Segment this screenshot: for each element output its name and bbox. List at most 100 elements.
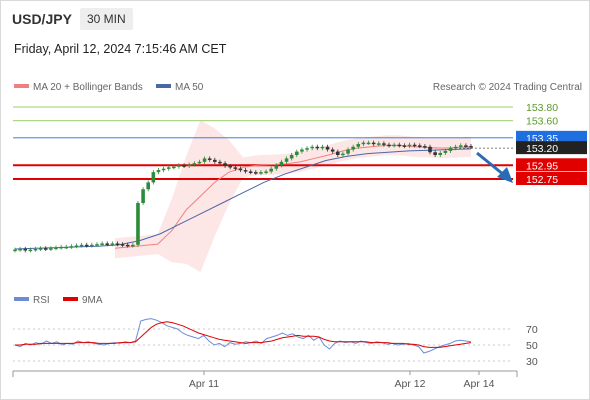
candle [392,142,396,148]
ma50-line [14,148,472,250]
candle-body [182,165,186,167]
candle-body [351,146,355,150]
candle-body [279,161,284,166]
timeframe-button[interactable]: 30 MIN [80,8,133,30]
candle-body [43,248,48,250]
candle [207,156,212,162]
candle-body [84,244,89,247]
candle-body [438,152,443,155]
candle-body [79,244,84,247]
forecast-arrow-icon [476,151,513,183]
candle-body [407,144,412,147]
candle-body [346,149,350,154]
candle [259,170,263,175]
candle [120,242,125,247]
bollinger-band [115,120,471,273]
legend-ma50: MA 50 [156,82,204,93]
candle [90,242,94,248]
candle [243,168,248,174]
candle [49,246,53,251]
candle [197,159,202,166]
candle [438,150,443,158]
candle [366,140,371,145]
candle [351,144,355,152]
candle [74,243,79,249]
candle [141,187,145,206]
rsi-legend-label: RSI [33,295,50,306]
candle [23,246,28,253]
candle-body [136,203,140,245]
candle-body [125,244,130,247]
level-badge [516,172,587,185]
candle-body [387,144,391,147]
candle [254,170,258,175]
candle-body [207,158,212,160]
candle-body [428,146,432,153]
arrow-shaft [476,151,505,177]
candle [320,144,325,151]
level-badge [516,141,587,155]
level-value: 152.95 [526,160,558,172]
candle [417,143,422,149]
candle [274,163,279,171]
candle [105,241,110,247]
level-value: 153.60 [526,116,558,128]
candle-body [18,248,22,251]
candle [464,143,468,149]
candle-body [146,182,151,190]
candle [361,140,366,147]
bollinger-fill [115,120,471,273]
candle-body [464,145,468,147]
candle-body [177,165,181,167]
candle [294,149,299,158]
level-badge [516,158,587,172]
candle-body [197,161,202,164]
candle-body [264,171,268,173]
ma20-legend-label: MA 20 + Bollinger Bands [33,82,143,93]
level-label-5: 152.75 [516,172,587,186]
candle-body [423,146,427,148]
candle [412,142,417,148]
candle-body [54,247,58,250]
candle [228,163,232,170]
candle-body [392,144,396,147]
candle [371,140,376,147]
candle-body [218,161,222,164]
candle [284,156,289,164]
level-label-3: 153.20 [516,141,587,155]
candle-body [90,244,94,247]
candle [407,142,412,149]
candle-body [38,248,43,250]
candle [38,246,43,251]
rsi-ma-legend-label: 9MA [82,295,103,306]
candle-body [223,163,227,166]
level-value: 152.75 [526,174,558,186]
candle-body [100,243,104,245]
rsi-ma-swatch [63,297,78,301]
candle-body [213,159,217,162]
symbol-label: USD/JPY [12,11,72,27]
candle-body [141,189,145,203]
candle-body [335,151,340,155]
level-value: 153.80 [526,102,558,114]
candle [43,246,48,251]
rsi-level-label: 50 [526,340,538,352]
candle [125,242,130,248]
candle-body [341,153,345,156]
rsi-ma-line [15,321,472,348]
candle-body [269,168,273,172]
candle-body [402,145,407,147]
ma20-swatch [14,84,29,88]
candle [218,159,222,166]
candle [397,142,402,148]
candle-body [105,243,110,245]
candle-body [320,146,325,149]
candle-body [469,146,473,148]
candle [315,144,320,151]
candle [166,165,171,171]
candle-body [443,150,448,153]
candle [151,170,156,185]
candle-body [382,143,386,145]
candle [223,161,227,169]
candle [156,168,161,175]
